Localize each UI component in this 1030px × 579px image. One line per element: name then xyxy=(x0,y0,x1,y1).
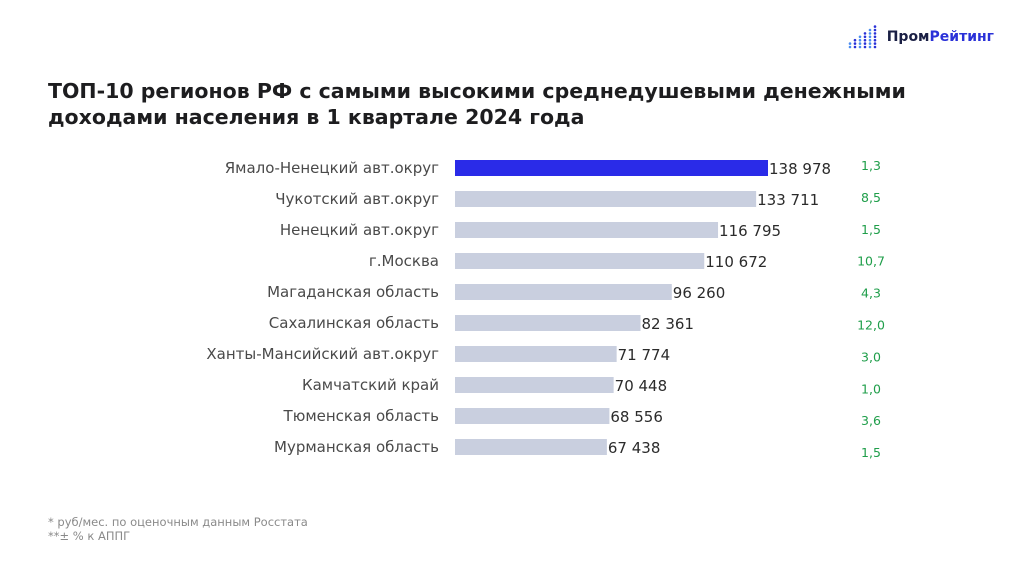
bar xyxy=(455,222,719,238)
footnote-change: **± % к АППГ xyxy=(48,529,131,543)
footnotes: * руб/мес. по оценочным данным Росстата … xyxy=(48,515,308,543)
bar xyxy=(455,439,607,455)
change-label: 10,7 xyxy=(857,254,885,269)
value-label: 96 260 xyxy=(673,284,726,302)
category-label: Чукотский авт.округ xyxy=(275,190,439,208)
bar xyxy=(455,191,757,207)
logo-dot xyxy=(848,45,852,49)
category-label: Тюменская область xyxy=(283,407,439,425)
logo-dot xyxy=(873,35,877,39)
logo-dot xyxy=(863,38,867,42)
category-label: Камчатский край xyxy=(302,376,439,394)
logo-dot xyxy=(873,45,877,49)
logo-dot xyxy=(863,32,867,35)
logo-dot xyxy=(863,45,867,49)
logo-dot xyxy=(858,42,862,45)
change-label: 3,0 xyxy=(861,349,881,364)
logo-dot xyxy=(863,35,867,39)
category-label: Мурманская область xyxy=(274,438,439,456)
logo-dot xyxy=(868,35,872,39)
category-label: Ненецкий авт.округ xyxy=(280,221,439,239)
logo-dot xyxy=(863,42,867,45)
change-label: 1,5 xyxy=(861,222,881,237)
logo-dot xyxy=(873,28,877,32)
change-label: 1,3 xyxy=(861,158,881,173)
footnote-source: * руб/мес. по оценочным данным Росстата xyxy=(48,515,308,529)
change-label: 8,5 xyxy=(861,190,881,205)
bar xyxy=(455,284,672,300)
value-label: 68 556 xyxy=(610,408,663,426)
logo-dot xyxy=(873,32,877,35)
value-label: 138 978 xyxy=(769,160,831,178)
value-label: 116 795 xyxy=(719,222,781,240)
logo-dot xyxy=(853,45,857,49)
title-line-2: доходами населения в 1 квартале 2024 год… xyxy=(48,105,585,129)
value-label: 67 438 xyxy=(608,439,661,457)
value-label: 133 711 xyxy=(757,191,819,209)
value-label: 82 361 xyxy=(641,315,694,333)
bar xyxy=(455,346,617,362)
logo-dot xyxy=(873,42,877,45)
logo-dot xyxy=(853,42,857,45)
bar-dots-icon xyxy=(848,25,877,49)
change-label: 1,0 xyxy=(861,381,881,396)
bar xyxy=(455,315,641,331)
change-label: 4,3 xyxy=(861,286,881,301)
value-label: 110 672 xyxy=(705,253,767,271)
category-label: Сахалинская область xyxy=(269,314,439,332)
value-label: 71 774 xyxy=(618,346,671,364)
change-label: 3,6 xyxy=(861,413,881,428)
category-label: г.Москва xyxy=(369,252,439,270)
logo-part2: Рейтинг xyxy=(929,29,994,45)
logo-dot xyxy=(848,42,852,45)
logo-dot xyxy=(868,38,872,42)
logo-part1: Пром xyxy=(886,29,930,45)
logo-dot xyxy=(858,35,862,39)
logo-dot xyxy=(868,32,872,35)
category-label: Ямало-Ненецкий авт.округ xyxy=(225,159,439,177)
category-label: Магаданская область xyxy=(267,283,439,301)
chart-title: ТОП-10 регионов РФ с самыми высокими сре… xyxy=(48,78,988,130)
logo-text: ПромРейтинг xyxy=(887,29,994,45)
value-label: 70 448 xyxy=(615,377,668,395)
logo-dot xyxy=(873,25,877,28)
logo-dot xyxy=(853,38,857,42)
category-label: Ханты-Мансийский авт.округ xyxy=(206,345,439,363)
bar xyxy=(455,377,614,393)
logo-dot xyxy=(858,45,862,49)
logo-dot xyxy=(858,38,862,42)
bar xyxy=(455,160,768,176)
bar xyxy=(455,408,610,424)
logo: ПромРейтинг xyxy=(847,24,994,50)
bar xyxy=(455,253,705,269)
logo-dot xyxy=(873,38,877,42)
logo-dot xyxy=(868,28,872,32)
change-label: 1,5 xyxy=(861,445,881,460)
title-line-1: ТОП-10 регионов РФ с самыми высокими сре… xyxy=(48,79,906,103)
change-label: 12,0 xyxy=(857,318,885,333)
logo-dot xyxy=(868,45,872,49)
logo-dot xyxy=(868,42,872,45)
